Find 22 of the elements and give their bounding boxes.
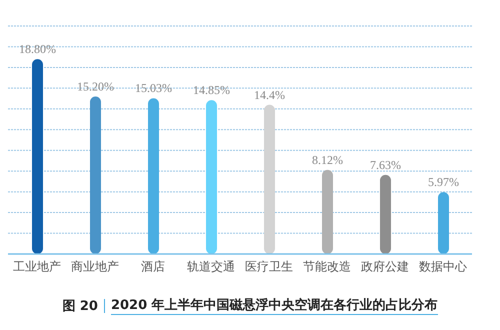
bar: [380, 174, 391, 254]
data-label: 8.12%: [312, 152, 343, 167]
bar: [322, 170, 333, 254]
bar: [90, 96, 101, 254]
bar: [148, 98, 159, 254]
x-tick-label: 商业地产: [71, 260, 119, 274]
bar: [32, 59, 43, 254]
bar: [438, 192, 449, 254]
x-tick-label: 医疗卫生: [245, 260, 293, 274]
x-tick-label: 数据中心: [419, 260, 467, 274]
data-label: 14.4%: [254, 88, 285, 102]
bar: [206, 100, 217, 254]
x-tick-label: 工业地产: [13, 260, 61, 274]
data-label: 5.97%: [428, 175, 459, 190]
x-tick-label: 政府公建: [361, 260, 409, 274]
text: 图 20: [62, 298, 98, 314]
x-tick-label: 轨道交通: [187, 260, 235, 274]
data-label: 7.63%: [370, 158, 401, 172]
text: 2020 年上半年中国磁悬浮中央空调在各行业的占比分布: [110, 296, 438, 315]
x-tick-label: 酒店: [141, 260, 165, 274]
bar: [264, 104, 275, 254]
x-tick-label: 节能改造: [303, 260, 351, 274]
